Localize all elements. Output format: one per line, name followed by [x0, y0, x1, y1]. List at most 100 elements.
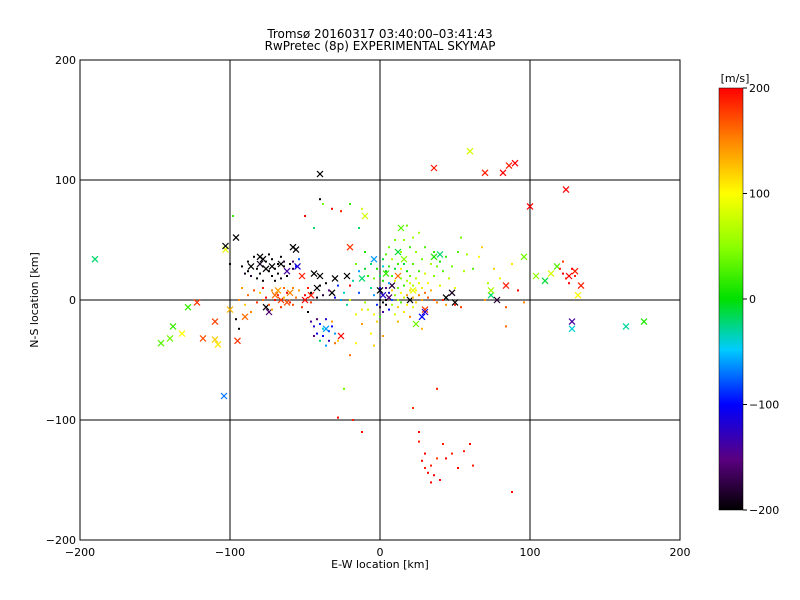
dot-marker [274, 299, 276, 301]
cross-marker [346, 243, 354, 251]
dot-marker [361, 323, 363, 325]
dot-marker [244, 303, 246, 306]
dot-marker [304, 294, 306, 297]
dot-marker [289, 263, 291, 265]
dot-marker [451, 265, 453, 268]
dot-marker [382, 301, 384, 304]
dot-marker [361, 207, 363, 210]
cross-marker [193, 298, 201, 306]
cross-marker [214, 340, 222, 348]
dot-marker [433, 251, 435, 253]
cross-marker [310, 270, 318, 278]
dot-marker [511, 491, 513, 493]
dot-marker [280, 277, 282, 280]
cross-marker [286, 289, 294, 297]
dot-marker [310, 291, 312, 294]
dot-marker [259, 291, 261, 294]
cross-marker [568, 325, 576, 333]
dot-marker [358, 227, 360, 229]
dot-marker [481, 246, 483, 249]
dot-marker [418, 431, 420, 433]
dot-marker [409, 246, 411, 249]
dot-marker [478, 255, 480, 258]
dot-marker [385, 270, 387, 273]
dot-marker [391, 289, 393, 292]
dot-marker [376, 267, 378, 270]
dot-marker [424, 272, 426, 275]
cross-marker [502, 282, 510, 290]
dot-marker [421, 327, 423, 330]
dot-marker [283, 287, 285, 289]
dot-marker [355, 342, 357, 345]
dot-marker [271, 258, 273, 261]
cross-marker [412, 320, 420, 328]
dot-marker [262, 265, 264, 268]
dot-marker [421, 459, 423, 462]
dot-marker [427, 282, 429, 285]
dot-marker [568, 282, 570, 285]
dot-marker [397, 263, 399, 265]
dot-marker [460, 306, 462, 309]
dot-marker [322, 335, 324, 337]
dot-marker [310, 320, 312, 323]
cross-marker [271, 291, 279, 299]
dot-marker [424, 246, 426, 249]
dot-marker [298, 258, 300, 261]
cross-marker [316, 170, 324, 178]
cross-marker [166, 334, 174, 342]
dot-marker [472, 267, 474, 270]
dot-marker [319, 284, 321, 287]
dot-marker [388, 246, 390, 249]
dot-marker [238, 299, 240, 301]
dot-marker [388, 308, 390, 311]
dot-marker [277, 272, 279, 275]
cross-marker [247, 262, 255, 270]
dot-marker [391, 299, 393, 301]
dot-marker [244, 272, 246, 275]
dot-marker [409, 282, 411, 285]
dot-marker [430, 481, 432, 484]
dot-marker [340, 299, 342, 301]
dot-marker [415, 251, 417, 253]
dot-marker [436, 457, 438, 460]
dot-marker [262, 299, 264, 301]
dot-marker [349, 203, 351, 205]
dot-marker [376, 320, 378, 323]
dot-marker [250, 311, 252, 313]
dot-marker [394, 279, 396, 282]
cross-marker [397, 224, 405, 232]
cross-marker [226, 306, 234, 314]
dot-marker [319, 198, 321, 201]
dot-marker [571, 267, 573, 270]
dot-marker [385, 253, 387, 256]
cross-marker [298, 272, 306, 280]
cross-marker [241, 313, 249, 321]
dot-marker [274, 279, 276, 282]
dot-marker [436, 301, 438, 304]
dot-marker [439, 479, 441, 481]
cross-marker [316, 272, 324, 280]
cross-marker [574, 291, 582, 299]
dot-marker [418, 440, 420, 443]
dot-marker [391, 258, 393, 261]
dot-marker [388, 282, 390, 285]
dot-marker [340, 210, 342, 213]
dot-marker [391, 303, 393, 306]
cross-marker [292, 246, 300, 254]
dot-marker [334, 342, 336, 345]
dot-marker [379, 299, 381, 301]
cross-marker [234, 337, 241, 345]
dot-marker [253, 289, 255, 292]
dot-marker [256, 277, 258, 280]
dot-marker [325, 344, 327, 347]
dot-marker [382, 311, 384, 313]
dot-marker [418, 282, 420, 285]
dot-marker [247, 260, 249, 263]
cross-marker [499, 169, 507, 177]
dot-marker [406, 270, 408, 273]
dot-marker [433, 275, 435, 277]
dot-marker [457, 251, 459, 253]
dot-marker [451, 452, 453, 455]
dot-marker [259, 272, 261, 275]
dot-marker [433, 299, 435, 301]
